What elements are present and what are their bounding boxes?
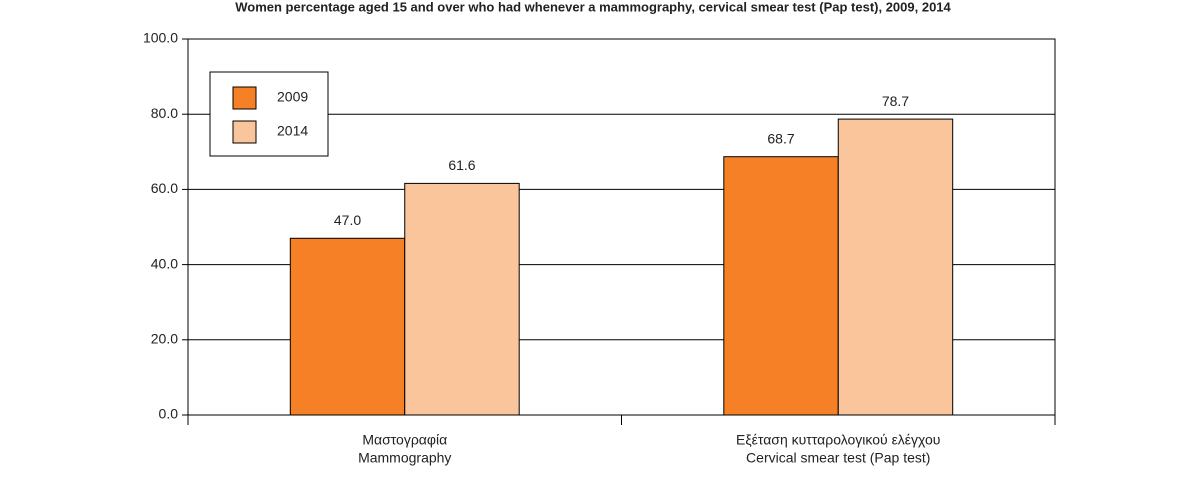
value-label: 78.7	[882, 93, 909, 109]
y-tick-label: 80.0	[151, 105, 178, 121]
x-tick-label: Cervical smear test (Pap test)	[746, 450, 930, 466]
y-tick-label: 100.0	[143, 30, 178, 46]
value-label: 61.6	[448, 157, 475, 173]
value-label: 68.7	[767, 130, 794, 146]
bar	[723, 156, 839, 416]
y-tick-label: 20.0	[151, 331, 178, 347]
x-tick-label: Εξέταση κυτταρολογικού ελέγχου	[736, 432, 940, 448]
bar	[404, 182, 520, 416]
legend-swatch	[232, 86, 257, 110]
chart-title: Women percentage aged 15 and over who ha…	[235, 0, 951, 14]
y-tick-label: 40.0	[151, 255, 178, 271]
value-label: 47.0	[334, 212, 361, 228]
x-tick-label: Μαστογραφία	[362, 432, 447, 448]
y-tick-label: 0.0	[159, 406, 179, 422]
bar	[289, 237, 406, 416]
legend-label: 2014	[277, 123, 308, 139]
bar	[837, 118, 954, 416]
legend-box	[209, 71, 329, 157]
y-tick-label: 60.0	[151, 180, 178, 196]
legend-label: 2009	[277, 89, 308, 105]
x-tick-label: Mammography	[358, 450, 451, 466]
legend-swatch	[232, 120, 257, 144]
